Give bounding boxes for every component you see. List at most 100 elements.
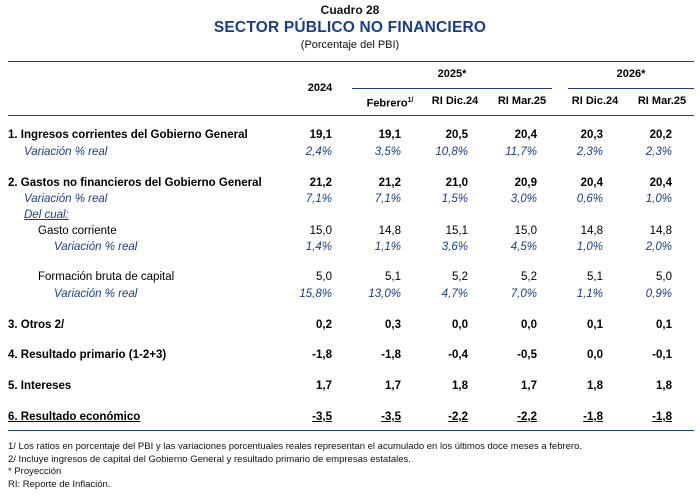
row-label: Gasto corriente	[38, 225, 117, 237]
cell-ri-dic24-2026: 1,8	[587, 380, 603, 392]
cell-feb: 5,1	[385, 271, 401, 283]
cell-ri-dic24-2026: 0,1	[587, 319, 603, 331]
cell-ri-mar25-2025: 11,7%	[505, 146, 537, 158]
cell-ri-mar25-2025: 1,7	[521, 380, 537, 392]
group-2026-header: 2026*	[616, 68, 646, 80]
cell-ri-dic24-2026: 20,4	[580, 177, 603, 189]
footnote-ri: RI: Reporte de Inflación.	[8, 479, 111, 490]
cell-ri-mar25-2026: 14,8	[649, 225, 672, 237]
bottom-rule	[8, 430, 694, 431]
cell-ri-mar25-2026: 0,9%	[645, 288, 672, 300]
cell-ri-mar25-2026: 5,0	[656, 271, 672, 283]
row-label: Variación % real	[54, 288, 138, 300]
cell-ri-mar25-2026: 20,2	[649, 129, 672, 141]
cell-feb: 1,1%	[374, 241, 401, 253]
cell-2024: 5,0	[316, 271, 332, 283]
cell-2024: 7,1%	[305, 193, 332, 205]
col-ri-dic24-2026-header: RI Dic.24	[571, 95, 619, 107]
cell-ri-dic24-2025: -0,4	[448, 349, 468, 361]
col-feb-footnote: 1/	[407, 97, 414, 104]
cell-ri-dic24-2026: 0,0	[587, 349, 603, 361]
cell-ri-dic24-2025: 1,5%	[441, 193, 468, 205]
cell-feb: 21,2	[378, 177, 401, 189]
cell-ri-mar25-2025: -0,5	[517, 349, 537, 361]
cell-ri-dic24-2025: 20,5	[445, 129, 468, 141]
row-label: 1. Ingresos corrientes del Gobierno Gene…	[8, 129, 248, 141]
cell-ri-dic24-2025: 4,7%	[441, 288, 468, 300]
col-2024-header: 2024	[307, 82, 333, 94]
cell-2024: 19,1	[309, 129, 332, 141]
cell-ri-mar25-2026: 2,0%	[645, 241, 672, 253]
row-label: 3. Otros 2/	[8, 319, 65, 331]
group-2025-header: 2025*	[437, 68, 467, 80]
cell-ri-dic24-2026: 1,1%	[576, 288, 603, 300]
cell-ri-mar25-2025: -2,2	[517, 411, 537, 423]
group-rule-2025	[352, 88, 552, 89]
cell-2024: 1,4%	[305, 241, 332, 253]
cell-ri-dic24-2026: 14,8	[580, 225, 603, 237]
cell-feb: -1,8	[381, 349, 401, 361]
cell-ri-dic24-2026: 0,6%	[576, 193, 603, 205]
cell-feb: 19,1	[378, 129, 401, 141]
row-label: Variación % real	[54, 241, 138, 253]
cell-ri-dic24-2025: 3,6%	[441, 241, 468, 253]
cell-ri-dic24-2025: 10,8%	[435, 146, 468, 158]
cell-ri-dic24-2025: -2,2	[448, 411, 468, 423]
cell-feb: -3,5	[381, 411, 401, 423]
cell-ri-dic24-2025: 0,0	[452, 319, 468, 331]
group-rule-2026	[568, 88, 694, 89]
row-label: 4. Resultado primario (1-2+3)	[8, 349, 167, 361]
cell-2024: 15,0	[309, 225, 332, 237]
col-ri-dic24-2025-header: RI Dic.24	[431, 95, 479, 107]
cell-ri-mar25-2026: 1,8	[656, 380, 672, 392]
cell-2024: 2,4%	[305, 146, 332, 158]
footnote-1: 1/ Los ratios en porcentaje del PBI y la…	[8, 441, 583, 452]
cell-ri-mar25-2026: -0,1	[652, 349, 672, 361]
cell-ri-mar25-2026: 2,3%	[645, 146, 672, 158]
cell-ri-dic24-2025: 21,0	[445, 177, 468, 189]
cell-ri-mar25-2025: 20,4	[514, 129, 537, 141]
row-label: 6. Resultado económico	[8, 411, 141, 423]
cell-ri-dic24-2025: 15,1	[445, 225, 468, 237]
cell-ri-mar25-2025: 0,0	[521, 319, 537, 331]
cell-ri-dic24-2026: 20,3	[580, 129, 603, 141]
col-ri-mar25-2025-header: RI Mar.25	[497, 95, 547, 107]
row-label-del-cual: Del cual:	[24, 209, 69, 221]
cell-ri-mar25-2025: 5,2	[521, 271, 537, 283]
cell-feb: 14,8	[378, 225, 401, 237]
cell-ri-mar25-2025: 20,9	[514, 177, 537, 189]
cell-ri-dic24-2025: 5,2	[452, 271, 468, 283]
row-label: Variación % real	[24, 193, 108, 205]
cell-ri-dic24-2026: 2,3%	[576, 146, 603, 158]
cell-feb: 0,3	[385, 319, 401, 331]
row-label: 5. Intereses	[8, 380, 72, 392]
row-label: Variación % real	[24, 146, 108, 158]
cell-ri-dic24-2025: 1,8	[452, 380, 468, 392]
cell-feb: 13,0%	[368, 288, 401, 300]
cell-2024: -3,5	[312, 411, 332, 423]
cell-2024: 1,7	[316, 380, 332, 392]
cell-2024: 21,2	[309, 177, 332, 189]
col-feb-label: Febrero	[366, 97, 408, 110]
footnote-2: 2/ Incluye ingresos de capital del Gobie…	[8, 454, 411, 465]
row-label: Formación bruta de capital	[38, 271, 175, 283]
page-subtitle: (Porcentaje del PBI)	[300, 39, 400, 51]
cell-ri-mar25-2026: 1,0%	[645, 193, 672, 205]
col-ri-mar25-2026-header: RI Mar.25	[637, 95, 687, 107]
cell-ri-mar25-2026: 0,1	[656, 319, 672, 331]
cell-2024: -1,8	[312, 349, 332, 361]
row-label: 2. Gastos no financieros del Gobierno Ge…	[8, 177, 262, 189]
cell-ri-dic24-2026: -1,8	[583, 411, 603, 423]
cell-ri-mar25-2026: 20,4	[649, 177, 672, 189]
cell-ri-mar25-2025: 15,0	[514, 225, 537, 237]
cell-feb: 3,5%	[374, 146, 401, 158]
cell-ri-dic24-2026: 1,0%	[576, 241, 603, 253]
cell-ri-mar25-2025: 3,0%	[510, 193, 537, 205]
page-title: SECTOR PÚBLICO NO FINANCIERO	[213, 19, 487, 36]
table-number: Cuadro 28	[320, 3, 380, 17]
col-feb-header: Febrero1/	[360, 94, 420, 111]
top-rule	[8, 61, 694, 62]
cell-2024: 0,2	[316, 319, 332, 331]
cell-feb: 1,7	[385, 380, 401, 392]
